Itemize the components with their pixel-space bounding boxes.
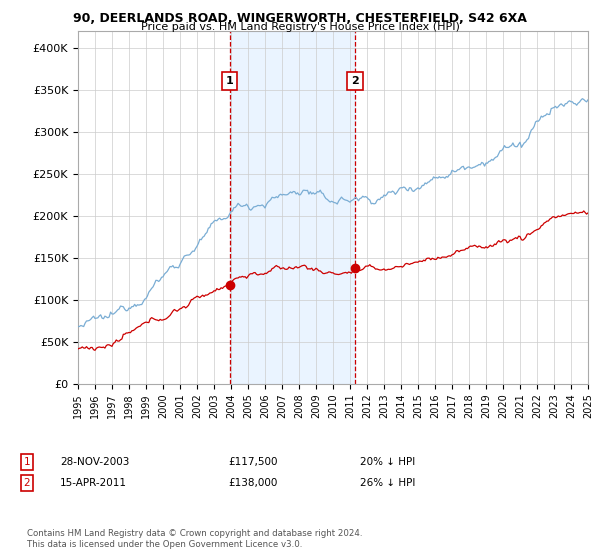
Text: 2: 2 — [351, 76, 359, 86]
Text: Contains HM Land Registry data © Crown copyright and database right 2024.
This d: Contains HM Land Registry data © Crown c… — [27, 529, 362, 549]
Text: 15-APR-2011: 15-APR-2011 — [60, 478, 127, 488]
Text: 1: 1 — [226, 76, 233, 86]
Text: 20% ↓ HPI: 20% ↓ HPI — [360, 457, 415, 467]
Bar — [230, 31, 355, 384]
Text: 90, DEERLANDS ROAD, WINGERWORTH, CHESTERFIELD, S42 6XA: 90, DEERLANDS ROAD, WINGERWORTH, CHESTER… — [73, 12, 527, 25]
Text: 2: 2 — [23, 478, 31, 488]
Text: £117,500: £117,500 — [228, 457, 277, 467]
Text: 1: 1 — [23, 457, 31, 467]
Text: 28-NOV-2003: 28-NOV-2003 — [60, 457, 130, 467]
Text: 26% ↓ HPI: 26% ↓ HPI — [360, 478, 415, 488]
Text: Price paid vs. HM Land Registry's House Price Index (HPI): Price paid vs. HM Land Registry's House … — [140, 22, 460, 32]
Text: £138,000: £138,000 — [228, 478, 277, 488]
